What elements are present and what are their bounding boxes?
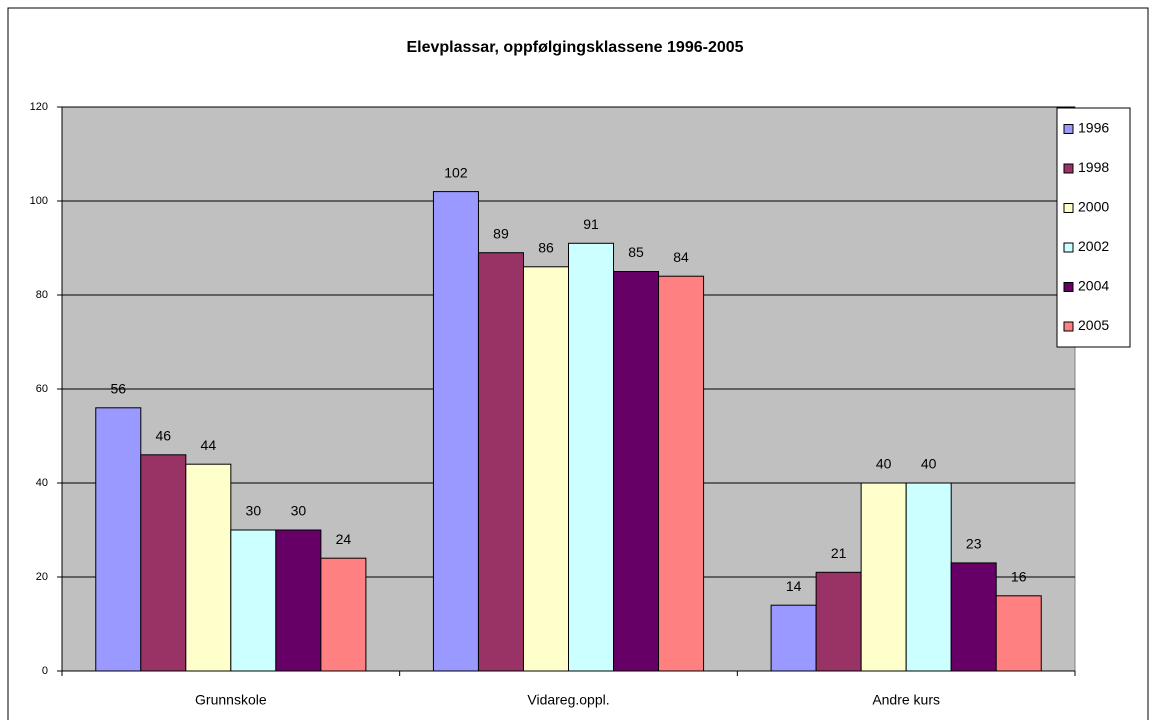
data-label: 30 (291, 503, 307, 519)
bar (860, 482, 907, 672)
legend-label: 1996 (1078, 120, 1109, 136)
y-tick-label: 40 (36, 477, 48, 489)
x-tick-label: Grunnskole (195, 692, 267, 708)
bar (950, 562, 997, 672)
bar (770, 604, 817, 672)
data-label: 102 (444, 164, 468, 180)
data-label: 86 (538, 240, 554, 256)
legend-label: 2005 (1078, 317, 1109, 333)
y-tick-label: 100 (30, 195, 48, 207)
bar (230, 529, 277, 672)
y-tick-label: 80 (36, 289, 48, 301)
bar (815, 571, 862, 672)
data-label: 84 (673, 249, 689, 265)
x-tick-label: Vidareg.oppl. (527, 692, 609, 708)
y-tick-label: 60 (36, 383, 48, 395)
y-tick-label: 20 (36, 571, 48, 583)
y-tick-label: 120 (30, 101, 48, 113)
legend-label: 1998 (1078, 159, 1109, 175)
legend-swatch (1063, 242, 1074, 253)
bar (432, 191, 479, 672)
bar (320, 557, 367, 672)
bar (613, 271, 660, 672)
bar (275, 529, 322, 672)
legend-swatch (1063, 203, 1074, 213)
data-label: 89 (493, 225, 509, 241)
bar (522, 266, 570, 672)
data-label: 85 (628, 244, 644, 260)
data-label: 24 (336, 531, 352, 547)
data-label: 46 (156, 428, 172, 444)
legend-label: 2000 (1078, 199, 1109, 215)
bar (95, 407, 142, 672)
data-label: 56 (110, 381, 126, 397)
legend-swatch (1063, 282, 1074, 292)
bar (568, 242, 615, 672)
bar (140, 454, 187, 672)
legend-swatch (1063, 124, 1074, 134)
data-label: 40 (921, 456, 937, 472)
data-label: 91 (583, 216, 599, 232)
bar (477, 252, 524, 672)
bar (658, 275, 705, 672)
data-label: 16 (1011, 569, 1027, 585)
legend-box (1056, 107, 1131, 348)
bar (995, 595, 1042, 672)
data-label: 44 (201, 437, 217, 453)
bar (185, 463, 232, 672)
data-label: 21 (831, 545, 847, 561)
legend-swatch (1063, 163, 1074, 174)
legend-label: 2004 (1078, 278, 1109, 294)
legend-label: 2002 (1078, 238, 1109, 254)
bar (905, 482, 952, 672)
data-label: 14 (786, 578, 802, 594)
x-tick-label: Andre kurs (872, 692, 940, 708)
y-tick-label: 0 (42, 665, 48, 677)
data-label: 40 (876, 456, 892, 472)
chart-title: Elevplassar, oppfølgingsklassene 1996-20… (406, 39, 743, 56)
data-label: 23 (966, 536, 982, 552)
data-label: 30 (246, 503, 262, 519)
legend-swatch (1063, 321, 1074, 332)
